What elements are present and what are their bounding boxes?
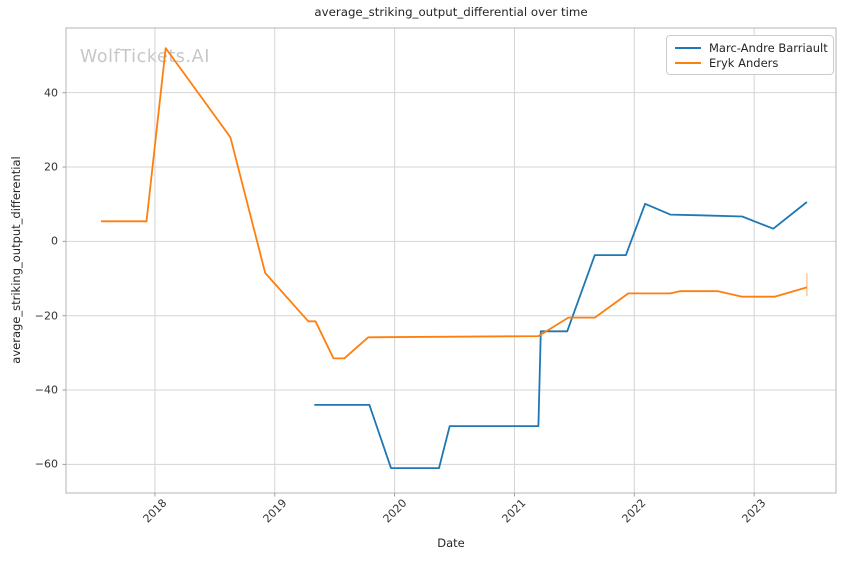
legend-entry-eryk-anders: Eryk Anders	[675, 55, 825, 70]
legend: Marc-Andre Barriault Eryk Anders	[666, 35, 834, 75]
series-line	[101, 47, 808, 360]
plot-border	[65, 27, 837, 494]
y-tick-label: 40	[44, 86, 58, 100]
series-line	[314, 201, 808, 470]
legend-label: Marc-Andre Barriault	[709, 40, 828, 55]
x-axis-label: Date	[437, 536, 465, 550]
y-tick-label: −60	[34, 457, 58, 471]
y-tick-label: 20	[44, 160, 58, 174]
y-tick-label: −20	[34, 309, 58, 323]
watermark: WolfTickets.AI	[80, 47, 210, 67]
chart-title: average_striking_output_differential ove…	[314, 5, 588, 19]
y-tick-label: −40	[34, 383, 58, 397]
legend-entry-marc-andre-barriault: Marc-Andre Barriault	[675, 40, 828, 55]
y-tick-label: 0	[51, 234, 58, 248]
legend-line-swatch-orange	[675, 61, 701, 64]
legend-line-swatch-blue	[675, 46, 701, 49]
legend-label: Eryk Anders	[709, 55, 779, 70]
y-axis-label: average_striking_output_differential	[9, 156, 23, 364]
